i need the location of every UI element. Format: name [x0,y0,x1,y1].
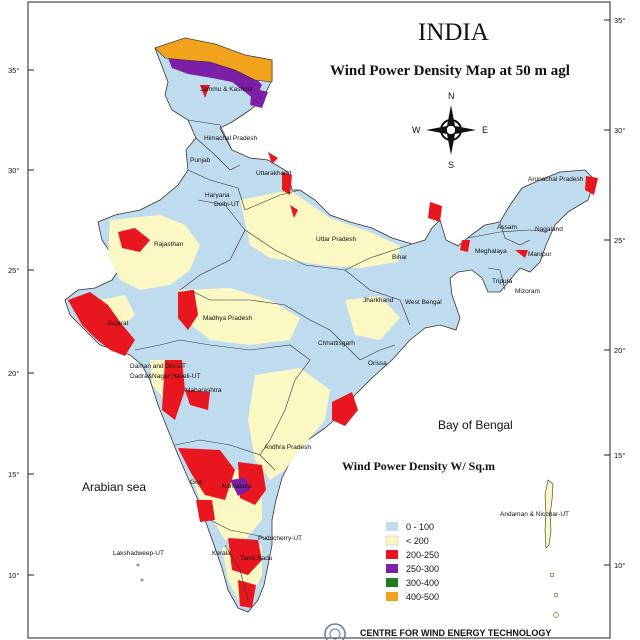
map-frame [27,1,611,639]
legend-swatch-0-100 [386,522,398,531]
label-maharashtra: Maharashtra [185,387,222,394]
label-tn: Tamil Nadu [240,555,273,562]
label-goa: Goa [190,479,203,486]
cwet-logo [324,623,346,640]
label-andaman: Andaman & Nicobar-UT [500,511,569,518]
label-puducherry: Puducherry-UT [258,535,302,542]
label-meghalaya: Meghalaya [475,248,507,255]
legend-swatch-400-500 [386,592,398,601]
footer-organization: CENTRE FOR WIND ENERGY TECHNOLOGY [360,628,551,638]
lat-tick-right-20: 20° [614,346,625,355]
legend-label-400-500: 400-500 [406,592,439,602]
lat-tick-left-15: 15° [8,470,19,479]
map-subtitle: Wind Power Density Map at 50 m agl [330,63,570,79]
label-punjab: Punjab [190,157,211,164]
lat-tick-right-30: 30° [614,126,625,135]
label-orissa: Orissa [368,360,387,367]
legend-label-300-400: 300-400 [406,578,439,588]
label-kerala: Kerala [212,550,231,557]
label-chhattisgarh: Chhattisgarh [318,340,355,347]
label-dadra: Dadra&Nagar Haveli-UT [130,373,200,380]
label-mp: Madhya Pradesh [203,315,253,322]
latitude-ticks-right: 35° 30° 25° 20° 15° 10° [604,16,625,570]
legend-label-0-100: 0 - 100 [406,522,434,532]
label-arunachal: Arunachal Pradesh [528,176,584,183]
label-gujarat: Gujarat [107,320,129,327]
label-arabian-sea: Arabian sea [82,480,146,494]
lat-tick-right-10: 10° [614,561,625,570]
label-up: Uttar Pradesh [316,236,356,243]
label-wb: West Bengal [405,299,442,306]
legend-label-250-300: 250-300 [406,564,439,574]
lat-tick-left-20: 20° [8,369,19,378]
label-daman: Daman and Diu-UT [130,363,186,370]
zone-400-500 [154,37,273,83]
zone-200-250 [68,85,598,608]
lakshadweep-islands [136,563,140,567]
compass-south: S [448,160,454,170]
label-uttarakhand: Uttarakhand [256,170,292,177]
label-jharkhand: Jharkhand [363,297,394,304]
label-mizoram: Mizoram [515,288,540,295]
compass-north: N [448,91,455,101]
legend-label-under-200: < 200 [406,536,429,546]
legend: 0 - 100 < 200 200-250 250-300 300-400 40… [385,522,439,602]
legend-label-200-250: 200-250 [406,550,439,560]
label-himachal: Himachal Pradesh [204,135,257,142]
latitude-ticks-left: 35° 30° 25° 20° 15° 10° [8,66,34,580]
lat-tick-right-25: 25° [614,236,625,245]
label-rajasthan: Rajasthan [154,241,184,248]
label-haryana: Haryana [205,192,230,199]
label-ap: Andhra Pradesh [264,444,311,451]
label-tripura: Tripura [492,278,513,285]
zone-250-300 [168,58,268,496]
lat-tick-left-35: 35° [8,66,19,75]
compass-west: W [412,125,421,135]
lat-tick-left-30: 30° [8,166,19,175]
map-title: INDIA [418,19,489,46]
lat-tick-left-25: 25° [8,266,19,275]
label-bay-of-bengal: Bay of Bengal [438,418,513,432]
legend-swatch-250-300 [386,564,398,573]
legend-swatch-under-200 [385,535,399,546]
label-jk: Jammu & Kashmir [200,86,254,93]
india-mainland [64,37,596,613]
legend-swatch-300-400 [386,578,398,587]
label-assam: Assam [497,224,517,231]
label-karnataka: Karnataka [222,483,252,490]
compass-rose: N S E W [412,91,488,170]
label-nagaland: Nagaland [535,226,563,233]
legend-swatch-200-250 [386,550,398,559]
lat-tick-right-15: 15° [614,451,625,460]
compass-east: E [482,125,488,135]
lat-tick-left-10: 10° [8,571,19,580]
label-manipur: Manipur [528,251,552,258]
lat-tick-right-35: 35° [614,16,625,25]
andaman-islands [544,479,554,549]
legend-title: Wind Power Density W/ Sq.m [342,459,495,473]
state-boundaries [134,119,549,601]
state-labels: Jammu & Kashmir Himachal Pradesh Punjab … [107,86,584,562]
label-lakshadweep: Lakshadweep-UT [113,550,164,557]
label-bihar: Bihar [392,254,408,261]
label-delhi: Delhi-UT [214,201,240,208]
